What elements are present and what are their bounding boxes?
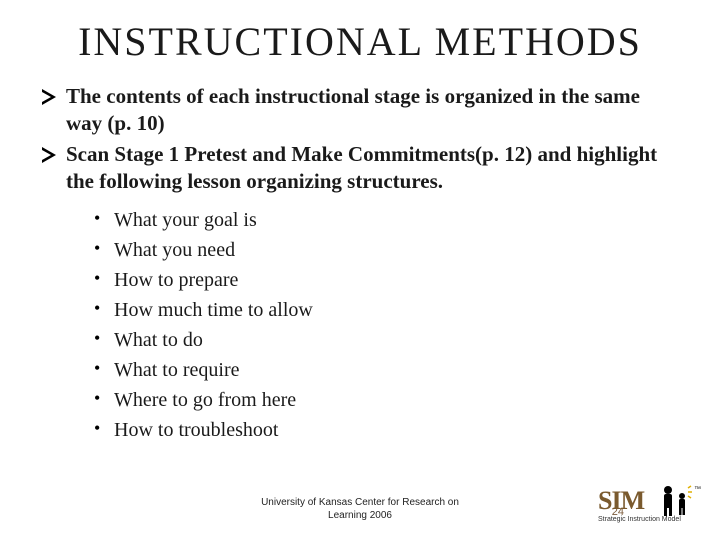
- slide-title: INSTRUCTIONAL METHODS: [40, 18, 680, 65]
- people-icon: [658, 484, 694, 518]
- sub-bullet: Where to go from here: [94, 385, 680, 415]
- sub-bullet: How to prepare: [94, 265, 680, 295]
- footer-line: University of Kansas Center for Research…: [261, 497, 459, 508]
- sub-bullet: How much time to allow: [94, 295, 680, 325]
- slide-container: INSTRUCTIONAL METHODS The contents of ea…: [0, 0, 720, 540]
- main-bullet-list: The contents of each instructional stage…: [40, 83, 680, 195]
- main-bullet: Scan Stage 1 Pretest and Make Commitment…: [42, 141, 680, 195]
- footer-line: Learning 2006: [328, 510, 392, 521]
- logo-tagline: Strategic Instruction Model: [598, 516, 681, 523]
- main-bullet: The contents of each instructional stage…: [42, 83, 680, 137]
- sub-bullet: How to troubleshoot: [94, 415, 680, 445]
- sub-bullet: What to require: [94, 355, 680, 385]
- sim-logo: SIM ™ Strategic Instruction Model: [598, 484, 708, 532]
- sub-bullet-list: What your goal is What you need How to p…: [40, 205, 680, 445]
- sub-bullet: What you need: [94, 235, 680, 265]
- logo-text: SIM: [598, 486, 644, 516]
- sub-bullet: What to do: [94, 325, 680, 355]
- sub-bullet: What your goal is: [94, 205, 680, 235]
- logo-tm: ™: [694, 486, 701, 493]
